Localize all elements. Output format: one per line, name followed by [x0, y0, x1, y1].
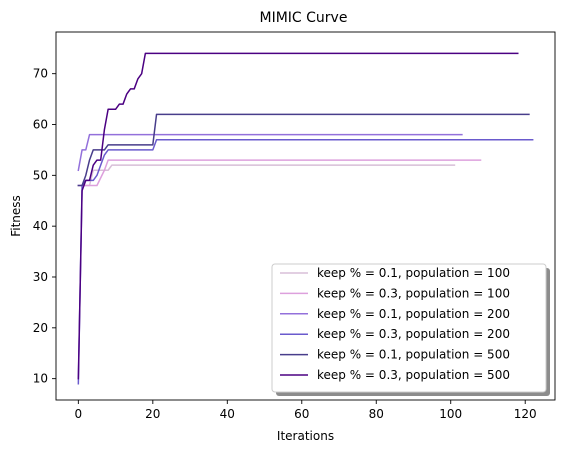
- x-axis-label: Iterations: [277, 429, 334, 443]
- axes: [55, 31, 556, 401]
- y-tick-label: 30: [33, 270, 48, 284]
- legend-label: keep % = 0.3, population = 200: [317, 327, 510, 341]
- x-tick-label: 60: [294, 407, 309, 421]
- y-tick-label: 50: [33, 168, 48, 182]
- legend: keep % = 0.1, population = 100 keep % = 0…: [271, 263, 550, 396]
- legend-label: keep % = 0.1, population = 100: [317, 266, 510, 280]
- y-tick-label: 40: [33, 219, 48, 233]
- y-tick-label: 70: [33, 67, 48, 81]
- x-axis-ticks: 0 20 40 60 80 100 120: [75, 400, 537, 421]
- series-line-5: [77, 113, 530, 187]
- legend-label: keep % = 0.1, population = 200: [317, 307, 510, 321]
- series-line-2: [77, 159, 482, 187]
- y-tick-label: 10: [33, 372, 48, 386]
- y-tick-label: 20: [33, 321, 48, 335]
- x-tick-label: 120: [514, 407, 537, 421]
- legend-label: keep % = 0.1, population = 500: [317, 348, 510, 362]
- series-line-1: [77, 164, 456, 187]
- y-tick-label: 60: [33, 118, 48, 132]
- x-tick-label: 80: [369, 407, 384, 421]
- y-axis-ticks: 10 20 30 40 50 60 70: [33, 67, 56, 386]
- legend-items: keep % = 0.1, population = 100 keep % = 0…: [280, 266, 510, 382]
- x-tick-label: 100: [439, 407, 462, 421]
- y-axis-label: Fitness: [9, 195, 23, 237]
- legend-label: keep % = 0.3, population = 100: [317, 286, 510, 300]
- series-line-6: [77, 52, 519, 380]
- x-tick-label: 20: [145, 407, 160, 421]
- legend-box: [271, 263, 547, 393]
- plot-area-frame: [55, 31, 556, 401]
- series-line-3: [77, 133, 463, 172]
- x-tick-label: 40: [220, 407, 235, 421]
- chart-title: MIMIC Curve: [260, 10, 348, 26]
- legend-label: keep % = 0.3, population = 500: [317, 368, 510, 382]
- x-tick-label: 0: [75, 407, 83, 421]
- series-layer: [77, 52, 534, 385]
